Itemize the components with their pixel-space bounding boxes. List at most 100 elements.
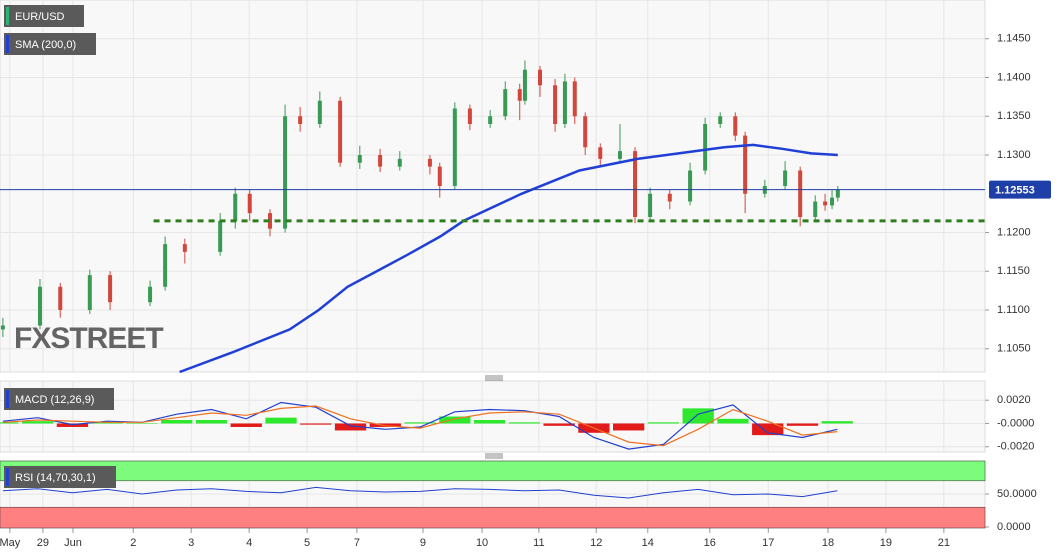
y-tick-label: 1.1100 [997,304,1030,316]
candle [268,209,273,237]
oversold-band [0,506,986,529]
candle [247,189,252,221]
candle [522,60,527,105]
candle-body [182,244,187,252]
candle-body [233,193,238,221]
macd-line [2,405,838,447]
histogram-bar [161,419,193,424]
candle [452,102,457,190]
y-tick-label: 0.0000 [997,521,1031,533]
x-tick-label: 7 [354,537,360,549]
candle-body [522,69,527,101]
histogram-bar [126,423,158,424]
candle [378,148,383,173]
candle-body [718,116,723,124]
candle [283,104,288,233]
candle [488,110,493,128]
legend-label: EUR/USD [15,11,65,23]
y-tick-label: 1.1300 [997,149,1031,161]
histogram-bar [230,423,262,427]
histogram-bar [195,419,228,424]
candle-body [58,286,63,310]
x-tick-label: 9 [420,537,426,549]
candle-body [798,170,803,217]
candle [163,236,168,291]
candle-body [538,69,543,86]
candle-body [317,100,322,124]
candle [617,124,622,163]
x-tick-label: 2 [130,537,136,549]
candle [0,317,5,338]
histogram-bar [439,416,471,424]
histogram-bar [821,421,853,424]
candle [108,271,113,310]
candle [688,162,693,206]
candle [703,117,708,175]
last-price-label: 1.12553 [995,185,1035,197]
candle-body [427,158,432,167]
candle [538,65,543,97]
panel-background [0,0,986,373]
x-tick-label: Jun [64,537,82,549]
y-tick-label: 1.1150 [997,265,1030,277]
histogram-bar [334,423,367,431]
candle-body [488,116,493,124]
legend-swatch [6,468,9,486]
x-tick-label: 18 [822,537,834,549]
candle [397,151,402,171]
candle [823,193,828,211]
candle [182,238,187,264]
y-tick-label: 50.0000 [997,488,1037,500]
candle-body [452,108,457,186]
indicator-title-box [4,388,114,410]
candle-body [835,189,840,198]
candle-body [283,116,288,229]
indicator-title: MACD (12,26,9) [15,394,94,406]
histogram-bar [786,423,819,426]
candle-body [503,89,508,117]
histogram-bar [22,421,54,424]
candle-body [437,166,442,186]
candle-body [467,108,472,124]
candle-body [733,116,738,136]
candle-body [648,193,653,217]
candle-body [617,151,622,159]
histogram-bar [682,408,714,424]
candle [718,112,723,128]
candle [835,186,840,202]
x-tick-label: 10 [476,537,488,549]
panel: 1.1050 1.1100 1.1150 1.1200 1.1300 1.1350 1.14… [0,0,1031,373]
candle [467,104,472,131]
candle [87,269,92,314]
candle-body [667,193,672,202]
legend-label: SMA (200,0) [15,39,76,51]
histogram-bar [613,423,645,431]
candle-body [357,155,362,163]
y-tick-label: 1.1350 [997,110,1031,122]
candle [667,189,672,210]
legend-swatch [6,7,9,25]
x-tick-label: 5 [304,537,310,549]
overbought-band [0,460,986,482]
candle-body [583,116,588,148]
candle-body [783,170,788,186]
candle [503,81,508,121]
histogram-bar [543,423,575,426]
histogram-bar [473,419,506,424]
y-tick-label: 0.0020 [997,394,1031,406]
x-tick-label: 29 [37,537,49,549]
legend-box [4,33,96,55]
histogram-bar [91,422,123,424]
histogram-bar [265,417,297,424]
candle-body [598,147,603,159]
panel-background [0,380,986,453]
indicator-title: RSI (14,70,30,1) [15,472,96,484]
last-price-box [989,180,1051,199]
candle [648,187,653,221]
sma-line [179,143,838,374]
legend-swatch [6,390,9,408]
candle [58,282,63,318]
candle [798,166,803,227]
x-tick-label: 14 [642,537,654,549]
x-tick-label: May [0,537,21,549]
